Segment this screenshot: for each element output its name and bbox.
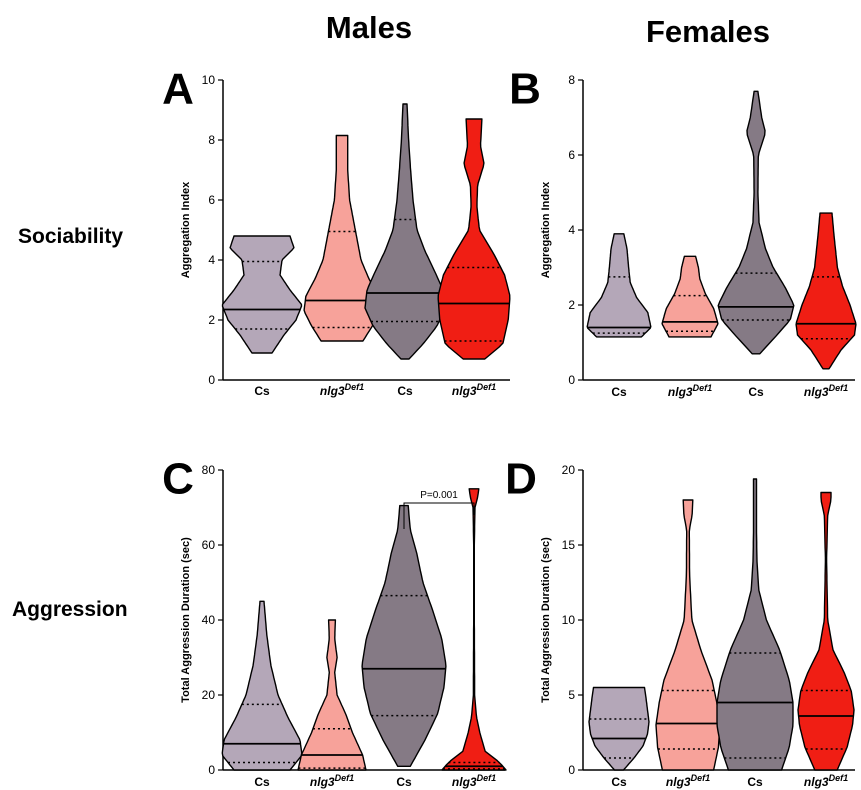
panel-d: D 0 5 10 15 20 Total Aggression Duration (sec)… (505, 455, 855, 789)
x-tick-label-2-2: Cs (396, 775, 412, 789)
y-tick-label: 0 (208, 763, 215, 777)
violin-0 (221, 600, 303, 771)
y-axis-label: Aggregation Index (540, 181, 552, 278)
x-tick-label-1-2: Cs (748, 385, 764, 399)
row-title-aggression: Aggression (12, 598, 128, 621)
column-title-females: Females (646, 14, 770, 49)
y-tick-label: 4 (208, 253, 215, 267)
x-tick-label-2-0: Cs (254, 775, 270, 789)
x-tick-label-1-0: Cs (611, 385, 627, 399)
column-title-males: Males (326, 10, 412, 45)
violin-0 (221, 235, 303, 354)
panel-b: B 0 2 4 6 8 Aggregation Index Cs nlg3Def1 Cs nlg3D… (509, 65, 857, 399)
y-tick-label: 4 (568, 223, 575, 237)
violin-2 (717, 90, 795, 355)
y-tick-label: 8 (568, 73, 575, 87)
y-tick-label: 0 (568, 763, 575, 777)
x-tick-label-3-2: Cs (747, 775, 763, 789)
x-tick-label-1-3: nlg3Def1 (804, 383, 848, 399)
x-tick-label-0-3: nlg3Def1 (452, 382, 496, 398)
y-tick-label: 15 (562, 538, 576, 552)
x-tick-label-2-1: nlg3Def1 (310, 773, 354, 789)
violin-2 (716, 478, 794, 771)
p-value-label: P=0.001 (420, 490, 458, 501)
violin-0 (588, 686, 650, 771)
panel-a: A 0 2 4 6 8 10 Aggregation Index Cs nlg3Def1 Cs nlg… (162, 65, 511, 398)
x-tick-label-0-0: Cs (254, 384, 270, 398)
y-tick-label: 80 (202, 463, 216, 477)
y-tick-label: 2 (568, 298, 575, 312)
y-tick-label: 10 (562, 613, 576, 627)
y-tick-label: 6 (568, 148, 575, 162)
x-tick-label-3-1: nlg3Def1 (666, 773, 710, 789)
violin-1 (303, 134, 381, 342)
x-tick-label-2-3: nlg3Def1 (452, 773, 496, 789)
y-tick-label: 20 (202, 688, 216, 702)
y-axis-label: Aggregation Index (180, 181, 192, 278)
significance-bracket (403, 502, 475, 529)
x-tick-label-0-1: nlg3Def1 (320, 382, 364, 398)
x-tick-label-1-1: nlg3Def1 (668, 383, 712, 399)
y-tick-label: 60 (202, 538, 216, 552)
row-title-sociability: Sociability (18, 225, 123, 248)
violin-0 (586, 233, 652, 338)
violin-3 (795, 212, 857, 370)
panel-letter-a: A (162, 65, 194, 114)
x-tick-label-3-0: Cs (611, 775, 627, 789)
y-tick-label: 10 (202, 73, 216, 87)
y-tick-label: 0 (568, 373, 575, 387)
panel-letter-c: C (162, 455, 194, 504)
y-tick-label: 40 (202, 613, 216, 627)
x-tick-label-0-2: Cs (397, 384, 413, 398)
panel-letter-d: D (505, 455, 537, 504)
panel-letter-b: B (509, 65, 541, 114)
y-axis-label: Total Aggression Duration (sec) (180, 537, 192, 703)
y-tick-label: 6 (208, 193, 215, 207)
violin-2 (361, 504, 447, 767)
violin-3 (797, 491, 855, 771)
y-tick-label: 0 (208, 373, 215, 387)
panel-c: C 0 20 40 60 80 Total Aggression Duration (sec… (162, 455, 507, 789)
violin-1 (297, 619, 367, 771)
y-tick-label: 8 (208, 133, 215, 147)
chart-panels: A 0 2 4 6 8 10 Aggregation Index Cs nlg3Def1 Cs nlg… (162, 65, 857, 789)
y-tick-label: 2 (208, 313, 215, 327)
x-tick-label-3-3: nlg3Def1 (804, 773, 848, 789)
y-tick-label: 20 (562, 463, 576, 477)
violin-1 (661, 255, 719, 338)
y-tick-label: 5 (568, 688, 575, 702)
violin-3 (437, 118, 511, 360)
y-axis-label: Total Aggression Duration (sec) (540, 537, 552, 703)
violin-3 (441, 488, 507, 771)
violin-1 (655, 499, 721, 771)
violin-2 (364, 103, 446, 360)
